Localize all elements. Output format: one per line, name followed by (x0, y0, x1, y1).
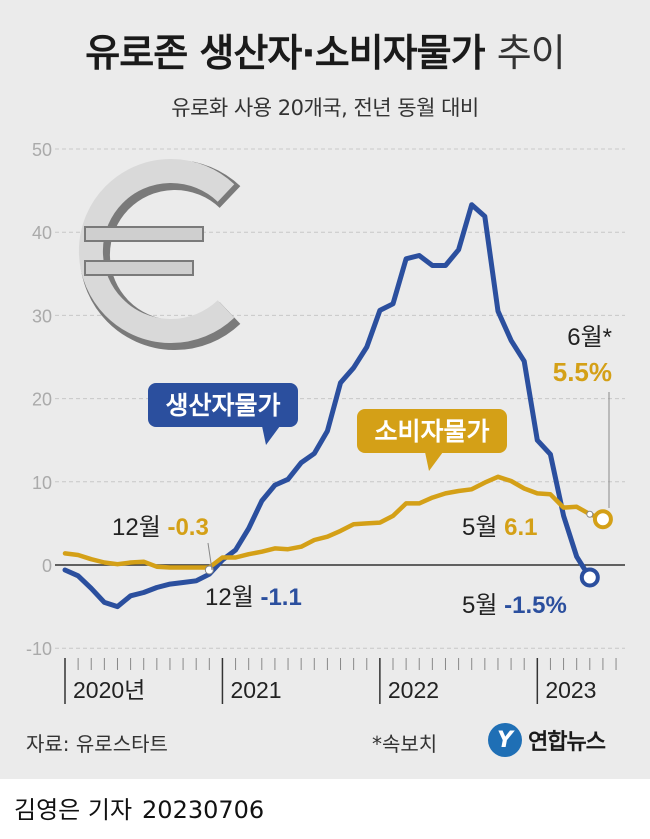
credit-line: 김영은 기자 20230706 (14, 790, 264, 825)
producer-tag-tail (262, 426, 280, 445)
consumer-end-marker (592, 509, 613, 530)
annotation-dec-producer-part: -1.1 (260, 584, 301, 611)
source-note: 자료: 유로스타트 (26, 732, 168, 756)
producer-tag-box (148, 383, 298, 427)
yonhap-logo-mark: Y (488, 723, 522, 757)
dec-marker (204, 565, 214, 575)
chart-title: 유로존 생산자·소비자물가 추이 (0, 22, 650, 77)
y-tick-label: 10 (32, 473, 52, 493)
leader-dec (207, 542, 213, 571)
x-tick-label: 2022 (388, 677, 439, 703)
publish-date: 20230706 (142, 796, 265, 824)
annotation-dec-consumer-part: 12월 (112, 514, 167, 541)
y-tick-label: -10 (26, 639, 52, 659)
euro-bar-top (84, 226, 204, 242)
annotation-dec-producer: 12월 -1.1 (205, 584, 302, 611)
producer-tag: 생산자물가 (148, 383, 298, 445)
series-line-consumer (62, 474, 606, 570)
title-main: 유로존 생산자·소비자물가 (85, 31, 485, 75)
consumer-tag-tail (425, 452, 443, 471)
y-tick-label: 40 (32, 223, 52, 243)
line-chart: 50 40 30 20 10 0 -10 2020년 2021 2022 2023 생산자물가소비자물… (26, 140, 625, 704)
may-consumer-marker (586, 510, 594, 518)
annotation-dec-consumer-part: -0.3 (167, 514, 208, 541)
euro-sign-icon (78, 159, 241, 350)
y-tick-label: 20 (32, 390, 52, 410)
annotation-may-producer: 5월 -1.5% (462, 592, 567, 619)
x-tick-label: 2020년 (73, 677, 145, 703)
annotation-jun-consumer: 5.5% (553, 357, 612, 387)
chart-panel (0, 0, 650, 779)
annotation-may-producer-part: 5월 (462, 592, 504, 619)
consumer-tag: 소비자물가 (357, 409, 507, 471)
euro-face (78, 159, 235, 343)
series-line-producer (62, 202, 593, 610)
annotation-may-consumer-part: 5월 (462, 514, 504, 541)
chart-subtitle: 유로화 사용 20개국, 전년 동월 대비 (171, 96, 479, 120)
x-axis: 2020년 2021 2022 2023 (64, 658, 617, 704)
title-suffix: 추이 (496, 31, 566, 75)
annotation-jun-month: 6월* (567, 324, 612, 351)
y-tick-label: 30 (32, 306, 52, 326)
y-tick-label: 0 (42, 556, 52, 576)
reporter-name: 김영은 기자 (14, 796, 133, 824)
x-tick-label: 2023 (545, 677, 596, 703)
preliminary-note: *속보치 (372, 732, 438, 756)
annotation-dec-consumer: 12월 -0.3 (112, 514, 209, 541)
consumer-tag-label: 소비자물가 (374, 418, 489, 446)
y-tick-label: 50 (32, 140, 52, 160)
yonhap-logo-text: 연합뉴스 (528, 730, 606, 755)
producer-end-marker (579, 567, 600, 588)
producer-tag-label: 생산자물가 (165, 392, 280, 420)
euro-bar-bottom (84, 260, 194, 276)
annotation-dec-producer-part: 12월 (205, 584, 260, 611)
yonhap-logo: Y 연합뉴스 (488, 722, 606, 758)
annotation-may-consumer-part: 6.1 (504, 514, 537, 541)
consumer-tag-box (357, 409, 507, 453)
x-tick-label: 2021 (230, 677, 281, 703)
annotation-may-consumer: 5월 6.1 (462, 514, 537, 541)
annotation-may-producer-part: -1.5% (504, 592, 567, 619)
